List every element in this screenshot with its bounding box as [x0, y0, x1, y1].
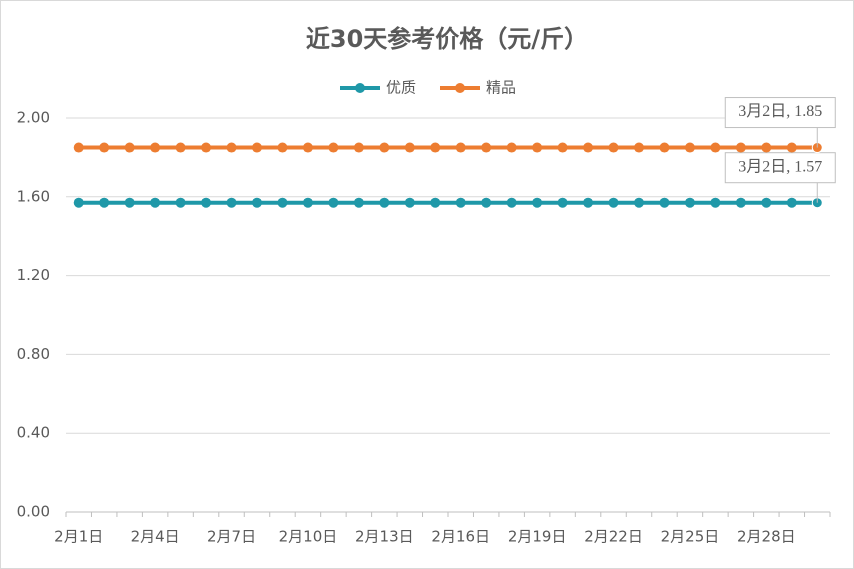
data-label-box	[724, 152, 836, 184]
data-point	[684, 142, 695, 153]
x-tick-label: 2月22日	[584, 528, 643, 546]
data-point	[150, 142, 161, 153]
data-point	[608, 197, 619, 208]
data-point	[201, 197, 212, 208]
y-tick-label: 1.20	[17, 266, 50, 284]
legend-label: 优质	[386, 79, 416, 97]
legend-marker	[455, 83, 465, 93]
legend-marker	[355, 83, 365, 93]
data-point	[124, 197, 135, 208]
data-point	[761, 197, 772, 208]
x-tick-label: 2月28日	[737, 528, 796, 546]
data-point	[99, 142, 110, 153]
data-point	[73, 142, 84, 153]
data-point	[430, 142, 441, 153]
legend-label: 精品	[486, 79, 516, 97]
data-point	[659, 142, 670, 153]
data-point	[73, 197, 84, 208]
data-point	[583, 142, 594, 153]
data-point	[481, 142, 492, 153]
data-point	[786, 197, 797, 208]
data-point	[328, 197, 339, 208]
x-tick-label: 2月19日	[508, 528, 567, 546]
data-point	[175, 197, 186, 208]
data-point	[455, 142, 466, 153]
data-label-box	[724, 97, 836, 129]
data-point	[252, 197, 262, 208]
data-point	[684, 197, 695, 208]
data-point	[735, 142, 746, 153]
data-point	[404, 142, 415, 153]
data-point	[328, 142, 339, 153]
x-tick-label: 2月16日	[431, 528, 490, 546]
data-point	[634, 142, 644, 153]
data-point	[659, 197, 670, 208]
x-tick-label: 2月7日	[207, 528, 256, 546]
data-point	[404, 197, 415, 208]
data-point	[226, 197, 237, 208]
data-point	[226, 142, 237, 153]
data-point	[761, 142, 772, 153]
data-point	[481, 197, 492, 208]
data-point	[175, 142, 186, 153]
y-tick-label: 0.80	[17, 345, 50, 363]
x-tick-label: 2月1日	[54, 528, 103, 546]
data-point	[124, 142, 135, 153]
data-point	[379, 197, 390, 208]
data-point	[532, 197, 543, 208]
y-tick-label: 1.60	[17, 187, 50, 205]
y-tick-label: 0.00	[17, 503, 50, 521]
data-point	[506, 197, 517, 208]
x-tick-label: 2月13日	[355, 528, 414, 546]
data-point	[735, 197, 746, 208]
data-point	[634, 197, 644, 208]
data-label: 3月2日, 1.85	[738, 103, 822, 120]
data-point	[353, 142, 364, 153]
data-point	[710, 142, 721, 153]
data-point	[353, 197, 364, 208]
data-point	[506, 142, 517, 153]
data-point	[786, 142, 797, 153]
x-tick-label: 2月10日	[279, 528, 338, 546]
x-tick-label: 2月4日	[131, 528, 180, 546]
data-point	[150, 197, 161, 208]
data-point	[608, 142, 619, 153]
data-label: 3月2日, 1.57	[738, 158, 822, 175]
data-point	[430, 197, 441, 208]
data-point	[710, 197, 721, 208]
data-point	[455, 197, 466, 208]
data-point	[99, 197, 110, 208]
data-point	[277, 197, 288, 208]
y-tick-label: 0.40	[17, 424, 50, 442]
data-point	[277, 142, 288, 153]
x-tick-label: 2月25日	[661, 528, 720, 546]
data-point	[557, 142, 568, 153]
data-point	[532, 142, 543, 153]
data-point	[201, 142, 212, 153]
chart-title: 近30天参考价格（元/斤）	[306, 25, 588, 53]
data-point	[252, 142, 262, 153]
data-point	[302, 197, 313, 208]
data-point	[302, 142, 313, 153]
data-point	[583, 197, 594, 208]
y-tick-label: 2.00	[17, 109, 50, 127]
data-point	[379, 142, 390, 153]
data-point	[557, 197, 568, 208]
